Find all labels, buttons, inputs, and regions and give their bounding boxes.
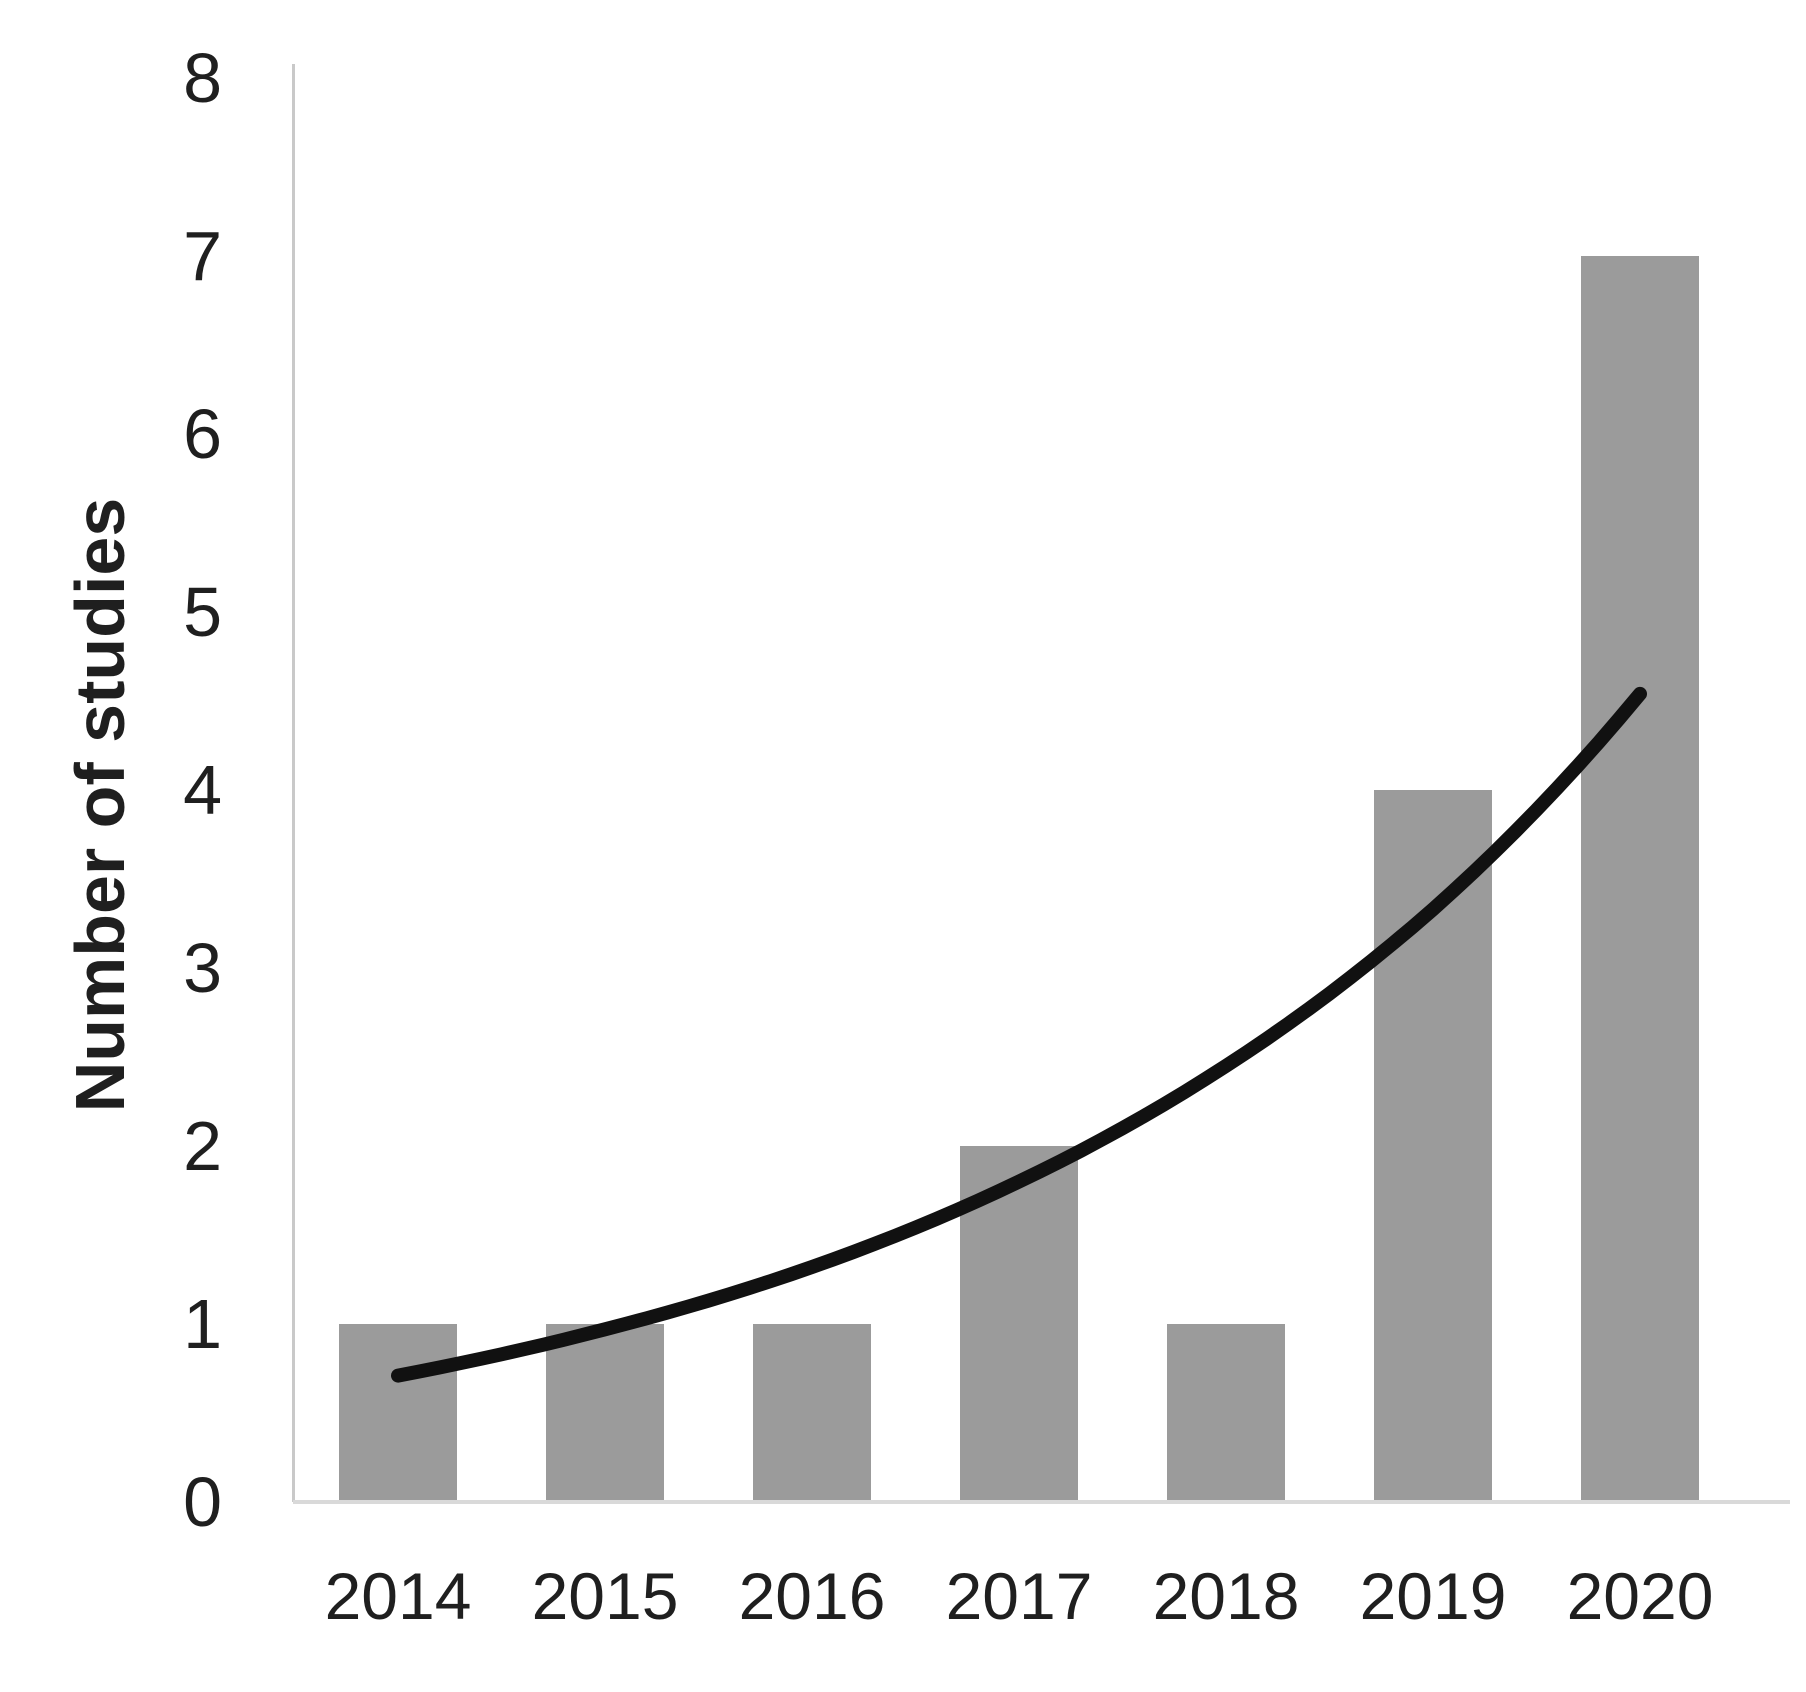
bar-2020 — [1581, 256, 1699, 1502]
bar-2016 — [753, 1324, 871, 1502]
bar-2014 — [339, 1324, 457, 1502]
y-tick-label-0: 0 — [183, 1463, 222, 1541]
x-tick-label-2014: 2014 — [324, 1559, 472, 1633]
y-tick-label-8: 8 — [183, 39, 222, 117]
x-tick-label-2018: 2018 — [1152, 1559, 1300, 1633]
y-tick-label-4: 4 — [183, 751, 222, 829]
exponential-trendline — [391, 686, 1647, 1383]
x-tick-label-2020: 2020 — [1566, 1559, 1714, 1633]
y-tick-label-3: 3 — [183, 929, 222, 1007]
bar-2015 — [546, 1324, 664, 1502]
y-tick-label-7: 7 — [183, 217, 222, 295]
x-tick-label-2015: 2015 — [531, 1559, 679, 1633]
x-tick-label-2019: 2019 — [1359, 1559, 1507, 1633]
x-axis-line — [293, 1500, 1790, 1504]
y-tick-label-6: 6 — [183, 395, 222, 473]
y-tick-label-5: 5 — [183, 573, 222, 651]
y-tick-label-2: 2 — [183, 1107, 222, 1185]
x-tick-label-2016: 2016 — [738, 1559, 886, 1633]
x-tick-label-2017: 2017 — [945, 1559, 1093, 1633]
y-tick-label-1: 1 — [183, 1285, 222, 1363]
bar-2018 — [1167, 1324, 1285, 1502]
y-axis-line — [292, 64, 295, 1502]
